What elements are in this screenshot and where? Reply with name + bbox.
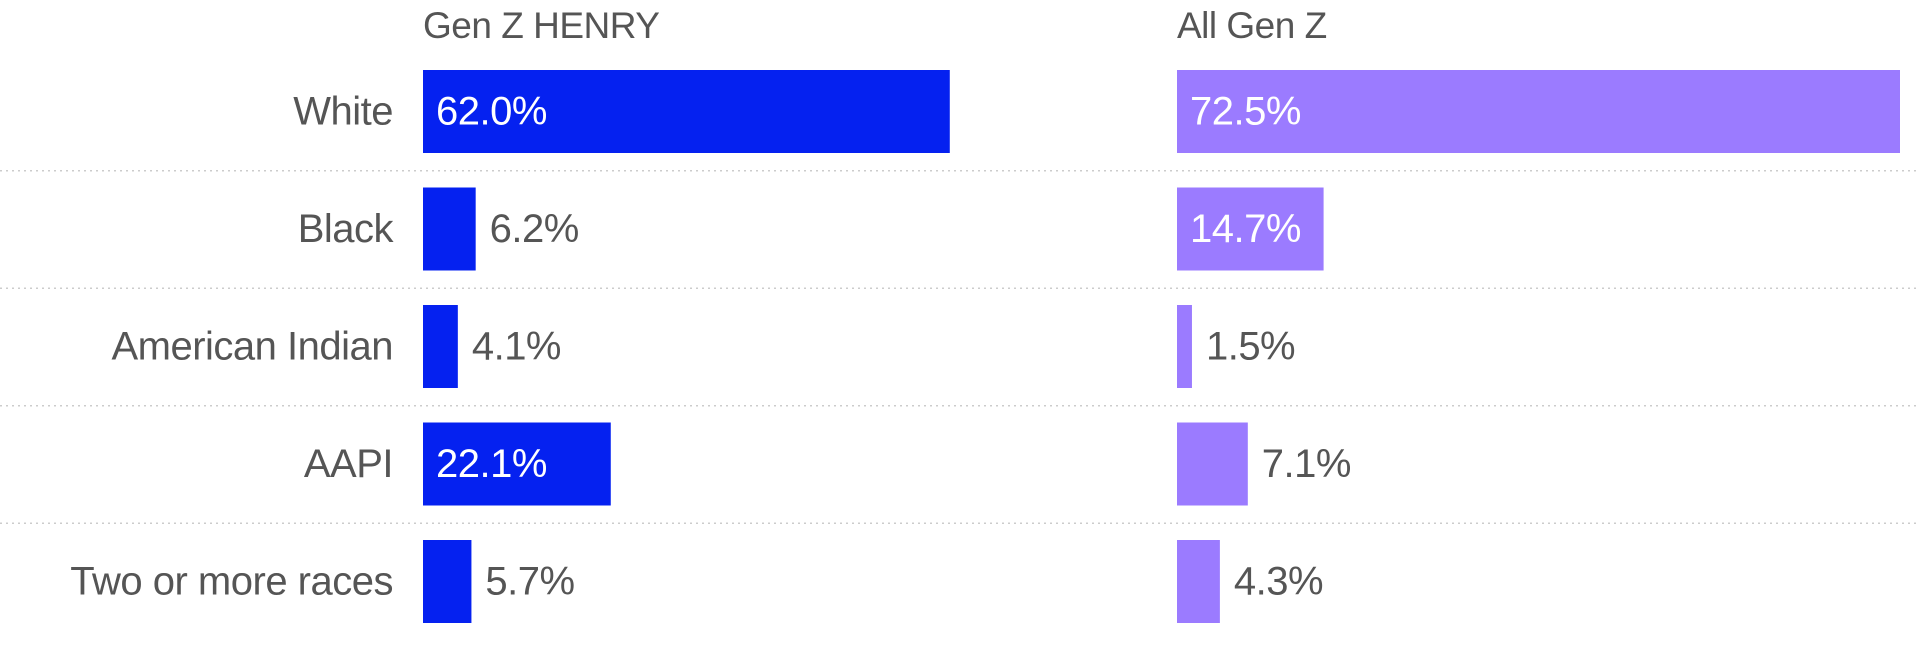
bar-gen-z-henry-black (423, 187, 476, 271)
value-label-gen-z-henry-american-indian: 4.1% (472, 325, 561, 369)
value-label-all-gen-z-white: 72.5% (1190, 90, 1301, 134)
value-label-gen-z-henry-two-or-more-races: 5.7% (485, 560, 574, 604)
category-label-white: White (293, 90, 393, 134)
bar-all-gen-z-two-or-more-races (1177, 540, 1220, 623)
bar-gen-z-henry-white (423, 70, 950, 153)
category-label-american-indian: American Indian (111, 325, 393, 369)
value-label-all-gen-z-two-or-more-races: 4.3% (1234, 560, 1323, 604)
category-label-aapi: AAPI (304, 442, 393, 486)
bar-gen-z-henry-american-indian (423, 305, 458, 388)
value-label-gen-z-henry-black: 6.2% (490, 207, 579, 251)
series-header-all-gen-z: All Gen Z (1177, 5, 1327, 46)
value-label-all-gen-z-american-indian: 1.5% (1206, 325, 1295, 369)
bar-all-gen-z-black (1177, 187, 1324, 271)
bar-gen-z-henry-aapi (423, 422, 611, 506)
value-label-gen-z-henry-aapi: 22.1% (436, 442, 547, 486)
bar-all-gen-z-aapi (1177, 422, 1248, 506)
value-label-gen-z-henry-white: 62.0% (436, 90, 547, 134)
bar-all-gen-z-american-indian (1177, 305, 1192, 388)
value-label-all-gen-z-aapi: 7.1% (1262, 442, 1351, 486)
series-header-gen-z-henry: Gen Z HENRY (423, 5, 659, 46)
category-label-black: Black (298, 207, 395, 251)
bar-all-gen-z-white (1177, 70, 1900, 153)
bar-gen-z-henry-two-or-more-races (423, 540, 472, 623)
category-label-two-or-more-races: Two or more races (70, 560, 393, 604)
value-label-all-gen-z-black: 14.7% (1190, 207, 1301, 251)
